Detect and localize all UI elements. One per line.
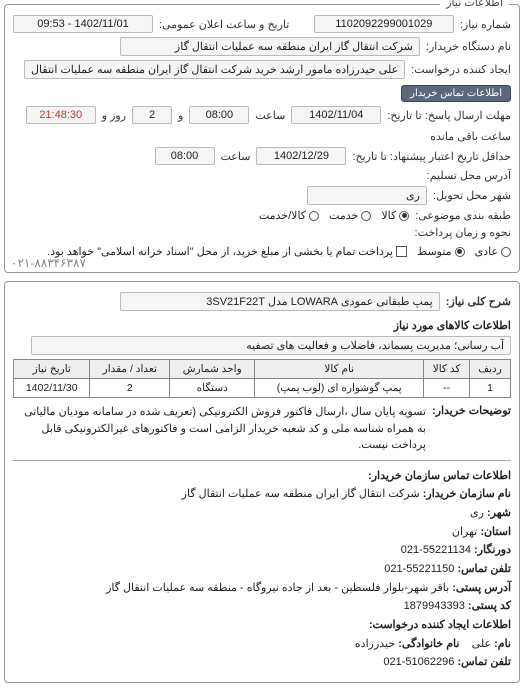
valid-label: حداقل تاریخ اعتبار پیشنهاد: تا تاریخ: [352, 150, 511, 163]
valid-date: 1402/12/29 [256, 147, 346, 165]
radio-dot-icon [309, 211, 319, 221]
c-tel2-value: 51062296-021 [383, 656, 454, 668]
buyer-device-label: نام دستگاه خریدار: [426, 40, 511, 53]
request-no-value: 1102092299001029 [314, 15, 454, 33]
creator-label: ایجاد کننده درخواست: [411, 63, 511, 76]
cell-unit: دستگاه [170, 379, 255, 398]
note-label: توضیحات خریدار: [432, 404, 511, 417]
category-radio-group: کالا خدمت کالا/خدمت [259, 209, 409, 222]
radio-dot-icon [501, 247, 511, 257]
items-table: ردیف کد کالا نام کالا واحد شمارش تعداد /… [13, 359, 511, 398]
desc-value: پمپ طبقاتی عمودی LOWARA مدل 3SV21F22T [120, 292, 440, 311]
separator [13, 460, 511, 461]
contact-block: اطلاعات تماس سازمان خریدار: نام سازمان خ… [13, 467, 511, 673]
c-tel2-label: تلفن تماس: [457, 656, 511, 668]
c-fam-label: نام خانوادگی: [398, 638, 459, 650]
corner-tel: ۰۲۱-۸۸۳۴۶۳۸۷ [11, 256, 86, 270]
c-creator-heading: اطلاعات ایجاد کننده درخواست: [369, 619, 511, 631]
col-name: نام کالا [255, 360, 424, 379]
radio-dot-icon [361, 211, 371, 221]
c-tel-value: 55221150-021 [384, 563, 454, 575]
need-info-panel: اطلاعات نیاز شماره نیاز: 110209229900102… [4, 4, 520, 273]
c-post-value: 1879943393 [404, 600, 465, 612]
request-no-label: شماره نیاز: [460, 18, 511, 31]
time-label: ساعت [255, 109, 285, 122]
checkbox-icon [396, 246, 407, 257]
desc-label: شرح کلی نیاز: [446, 295, 511, 308]
c-post-label: کد پستی: [468, 600, 511, 612]
cell-code: -- [424, 379, 470, 398]
radio-service[interactable]: خدمت [329, 209, 371, 222]
valid-time: 08:00 [155, 147, 215, 165]
payment-label: نحوه و زمان پرداخت: [415, 226, 511, 239]
cell-row: 1 [470, 379, 511, 398]
radio-goods[interactable]: کالا [381, 209, 409, 222]
c-province-label: استان: [480, 526, 511, 538]
table-header-row: ردیف کد کالا نام کالا واحد شمارش تعداد /… [14, 360, 511, 379]
address-label: آدرس محل تسلیم: [427, 169, 511, 182]
remain-time: 21:48:30 [26, 106, 96, 124]
announce-label: تاریخ و ساعت اعلان عمومی: [159, 18, 289, 31]
buyer-device-value: شرکت انتقال گاز ایران منطقه سه عملیات ان… [120, 37, 420, 56]
deadline-time: 08:00 [189, 106, 249, 124]
c-tel-label: تلفن تماس: [457, 563, 511, 575]
col-date: تاریخ نیاز [14, 360, 90, 379]
c-name-value: علی [472, 638, 491, 650]
c-addr-value: باقر شهر-بلوار فلسطین - بعد از جاده نیرو… [106, 582, 449, 594]
items-heading: اطلاعات کالاهای مورد نیاز [13, 319, 511, 332]
creator-value: علی حیدرزاده مامور ارشد خرید شرکت انتقال… [24, 60, 405, 79]
col-unit: واحد شمارش [170, 360, 255, 379]
detail-panel: شرح کلی نیاز: پمپ طبقاتی عمودی LOWARA مد… [4, 281, 520, 683]
category-label: طبقه بندی موضوعی: [415, 209, 511, 222]
deadline-label: مهلت ارسال پاسخ: تا تاریخ: [387, 109, 511, 122]
valid-time-label: ساعت [221, 150, 251, 163]
c-province-value: تهران [452, 526, 477, 538]
remain-left-label: ساعت باقی مانده [430, 130, 511, 143]
remain-days: 2 [132, 106, 172, 124]
col-row: ردیف [470, 360, 511, 379]
cell-qty: 2 [90, 379, 170, 398]
col-code: کد کالا [424, 360, 470, 379]
buyer-contact-button[interactable]: اطلاعات تماس خریدار [401, 85, 511, 102]
c-city-value: ری [470, 507, 484, 519]
note-text: تسویه پایان سال ،ارسال فاکتور فروش الکتر… [13, 404, 426, 454]
c-city-label: شهر: [487, 507, 511, 519]
c-buyer-value: شرکت انتقال گاز ایران منطقه سه عملیات ان… [182, 488, 420, 500]
c-addr-label: آدرس پستی: [452, 582, 511, 594]
radio-both[interactable]: کالا/خدمت [259, 209, 319, 222]
radio-pay-mid[interactable]: متوسط [417, 245, 465, 258]
radio-pay-low[interactable]: عادی [475, 245, 511, 258]
c-buyer-label: نام سازمان خریدار: [423, 488, 511, 500]
days-and-label: روز و [102, 109, 126, 122]
panel-title: اطلاعات نیاز [440, 0, 509, 9]
cell-date: 1402/11/30 [14, 379, 90, 398]
deadline-date: 1402/11/04 [291, 106, 381, 124]
radio-dot-icon [399, 211, 409, 221]
c-fam-value: حیدرزاده [355, 638, 395, 650]
and-label: و [178, 109, 183, 122]
city-value: ری [307, 186, 427, 205]
cell-name: پمپ گوشواره ای (لوب پمپ) [255, 379, 424, 398]
announce-value: 1402/11/01 - 09:53 [13, 15, 153, 33]
col-qty: تعداد / مقدار [90, 360, 170, 379]
contact-heading: اطلاعات تماس سازمان خریدار: [368, 470, 511, 482]
payment-radio-group: عادی متوسط پرداخت تمام یا بخشی از مبلغ خ… [47, 245, 511, 258]
group-value: آب رسانی؛ مدیریت پسماند، فاضلاب و فعالیت… [31, 336, 511, 355]
c-fax-label: دورنگار: [474, 544, 511, 556]
city-label: شهر محل تحویل: [433, 189, 511, 202]
table-row: 1 -- پمپ گوشواره ای (لوب پمپ) دستگاه 2 1… [14, 379, 511, 398]
chk-treasury[interactable]: پرداخت تمام یا بخشی از مبلغ خرید، از محل… [47, 245, 407, 258]
c-name-label: نام: [494, 638, 511, 650]
c-fax-value: 55221134-021 [401, 544, 471, 556]
radio-dot-icon [455, 247, 465, 257]
